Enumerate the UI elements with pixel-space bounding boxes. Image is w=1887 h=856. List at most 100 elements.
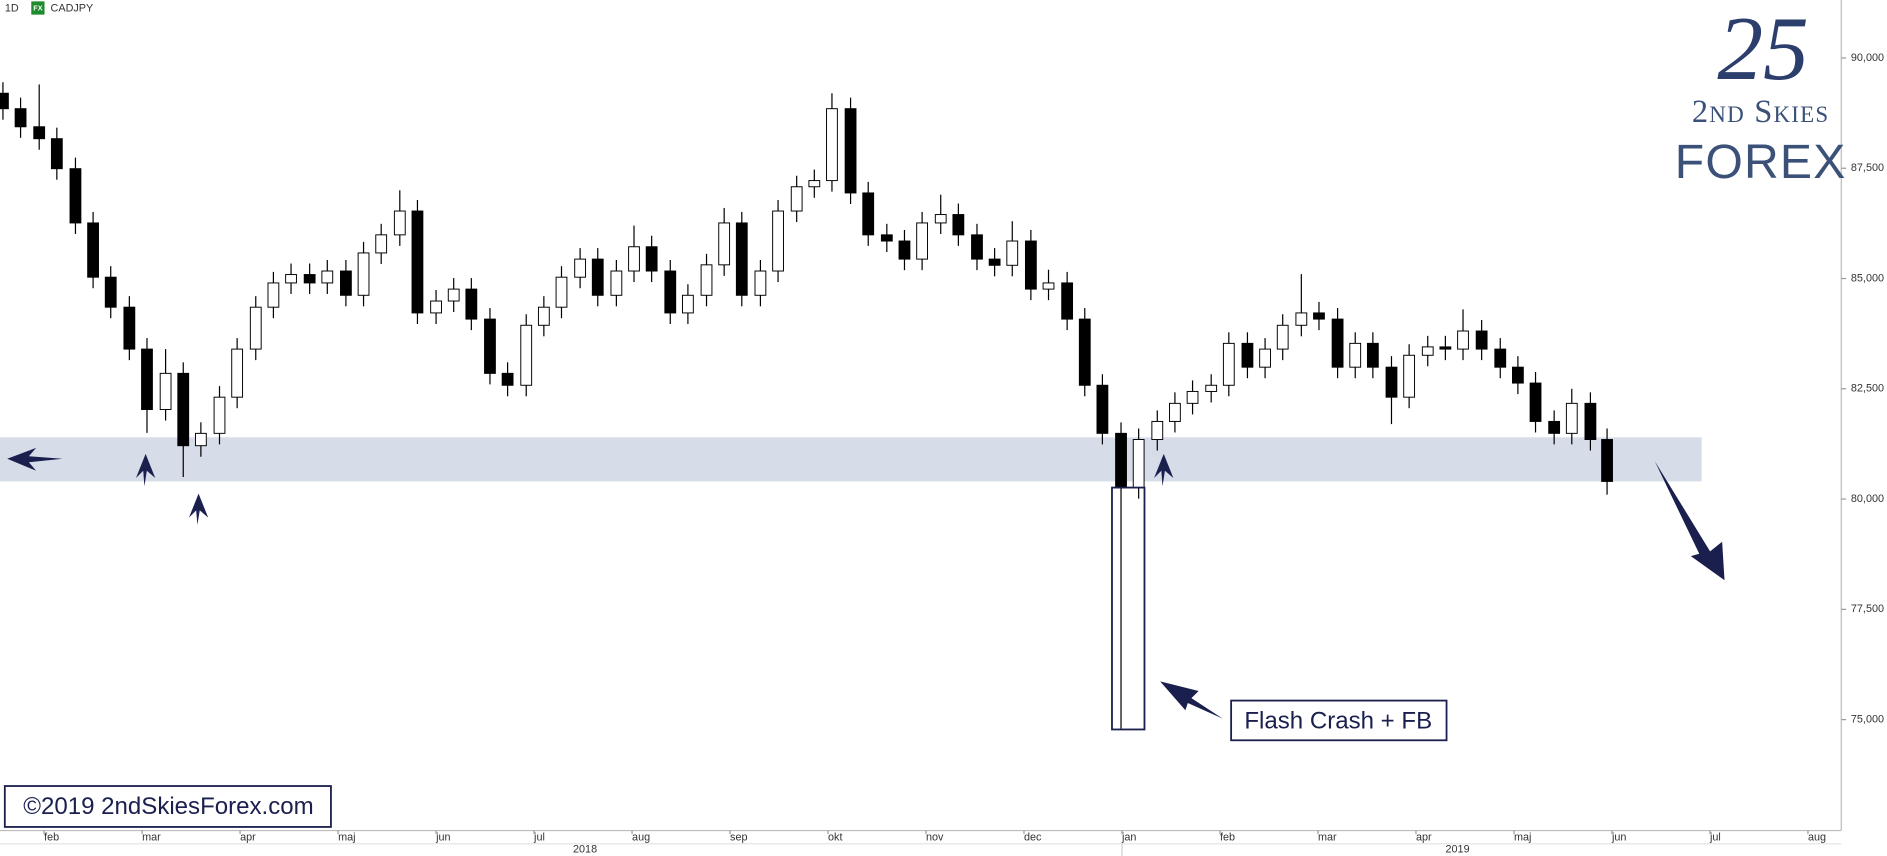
candle-body bbox=[1385, 366, 1398, 398]
candle-body bbox=[1186, 390, 1199, 404]
candle-body bbox=[194, 432, 207, 447]
logo-line2: FOREX bbox=[1675, 135, 1847, 189]
x-tick-label: maj bbox=[338, 832, 355, 844]
candle-body bbox=[1205, 384, 1218, 392]
logo-mark: 25 bbox=[1717, 0, 1808, 99]
candle-body bbox=[123, 306, 136, 350]
candle-body bbox=[934, 214, 947, 224]
candle-body bbox=[357, 252, 370, 296]
flash-crash-label-box bbox=[1230, 699, 1448, 742]
candle-body bbox=[718, 222, 731, 266]
candle-body bbox=[1331, 318, 1344, 368]
candle-body bbox=[267, 282, 280, 308]
x-tick-label: jul bbox=[533, 832, 545, 844]
candle-body bbox=[555, 276, 568, 308]
candle-body bbox=[501, 372, 514, 386]
zone-layer bbox=[0, 437, 1702, 482]
candle-body bbox=[411, 210, 424, 314]
candle-body bbox=[465, 288, 478, 320]
support-zone bbox=[0, 437, 1702, 482]
x-tick-label: aug bbox=[632, 832, 650, 844]
logo-line1: 2nd Skies bbox=[1692, 94, 1830, 130]
candle-body bbox=[1241, 342, 1254, 368]
y-tick-label: 77,500 bbox=[1851, 603, 1884, 615]
y-tick-label: 80,000 bbox=[1851, 493, 1884, 505]
candle-body bbox=[1295, 312, 1308, 326]
candle-body bbox=[447, 288, 460, 302]
candle-body bbox=[303, 274, 316, 284]
candle-body bbox=[249, 306, 262, 350]
candle-body bbox=[1006, 240, 1019, 266]
year-label: 2019 bbox=[1446, 844, 1470, 856]
candle-body bbox=[574, 258, 587, 278]
candle-body bbox=[393, 210, 406, 236]
candle-body bbox=[700, 264, 713, 296]
candle-body bbox=[1042, 282, 1055, 290]
candle-body bbox=[104, 276, 117, 308]
candle-body bbox=[1439, 346, 1452, 350]
x-tick-label: feb bbox=[1220, 832, 1235, 844]
y-tick-label: 85,000 bbox=[1851, 272, 1884, 284]
x-tick-label: aug bbox=[1808, 832, 1826, 844]
interval: 1D bbox=[5, 2, 19, 14]
x-tick-label: dec bbox=[1024, 832, 1042, 844]
candle-body bbox=[844, 108, 857, 194]
candle-body bbox=[862, 192, 875, 236]
x-tick-label: feb bbox=[44, 832, 59, 844]
candle-body bbox=[1457, 330, 1469, 350]
candle-body bbox=[1511, 366, 1524, 384]
badge: FX bbox=[33, 3, 42, 12]
candle-body bbox=[1115, 432, 1127, 489]
y-tick-label: 87,500 bbox=[1851, 162, 1884, 174]
candle-body bbox=[33, 126, 46, 140]
candle-body bbox=[1259, 348, 1271, 368]
arrow-left bbox=[7, 447, 63, 471]
candle-body bbox=[1584, 402, 1597, 441]
candle-body bbox=[1349, 342, 1362, 368]
candle-body bbox=[1151, 420, 1164, 441]
candle-body bbox=[1024, 240, 1037, 290]
candle-body bbox=[1565, 402, 1578, 434]
x-tick-label: jun bbox=[1611, 832, 1626, 844]
arrow-flash-crash bbox=[1160, 681, 1223, 719]
candle-body bbox=[430, 300, 442, 314]
candle-body bbox=[790, 186, 803, 212]
candle-body bbox=[898, 240, 911, 260]
candle-body bbox=[1061, 282, 1074, 320]
arrow-up bbox=[188, 493, 209, 525]
candle-layer bbox=[0, 82, 1613, 729]
symbol: CADJPY bbox=[51, 2, 94, 14]
candle-body bbox=[69, 168, 82, 224]
copyright-box bbox=[3, 785, 332, 828]
candle-body bbox=[537, 306, 550, 326]
y-tick-label: 90,000 bbox=[1851, 52, 1884, 64]
x-tick-label: jun bbox=[435, 832, 450, 844]
candle-body bbox=[880, 234, 893, 242]
x-tick-label: apr bbox=[240, 832, 256, 844]
candle-body bbox=[285, 274, 297, 284]
candle-body bbox=[213, 396, 226, 434]
y-tick-label: 75,000 bbox=[1851, 713, 1884, 725]
x-tick-label: jan bbox=[1121, 832, 1136, 844]
candle-body bbox=[1529, 382, 1542, 422]
flash-crash-box bbox=[1111, 486, 1146, 731]
x-tick-label: apr bbox=[1416, 832, 1432, 844]
candle-body bbox=[1276, 324, 1289, 350]
badge-box bbox=[31, 1, 45, 15]
arrow-up bbox=[135, 453, 156, 487]
candle-body bbox=[1421, 346, 1434, 356]
candle-body bbox=[735, 222, 748, 296]
candle-body bbox=[916, 222, 929, 260]
x-tick-label: okt bbox=[828, 832, 842, 844]
candle-body bbox=[1548, 420, 1561, 434]
candle-body bbox=[321, 270, 334, 284]
candle-body bbox=[159, 372, 172, 411]
candle-body bbox=[1601, 439, 1613, 482]
year-label: 2018 bbox=[573, 844, 597, 856]
candle-body bbox=[591, 258, 604, 296]
candle-body bbox=[87, 222, 99, 278]
candle-body bbox=[484, 318, 496, 374]
candle-body bbox=[141, 348, 153, 411]
flash-crash-label: Flash Crash + FB bbox=[1244, 708, 1432, 735]
